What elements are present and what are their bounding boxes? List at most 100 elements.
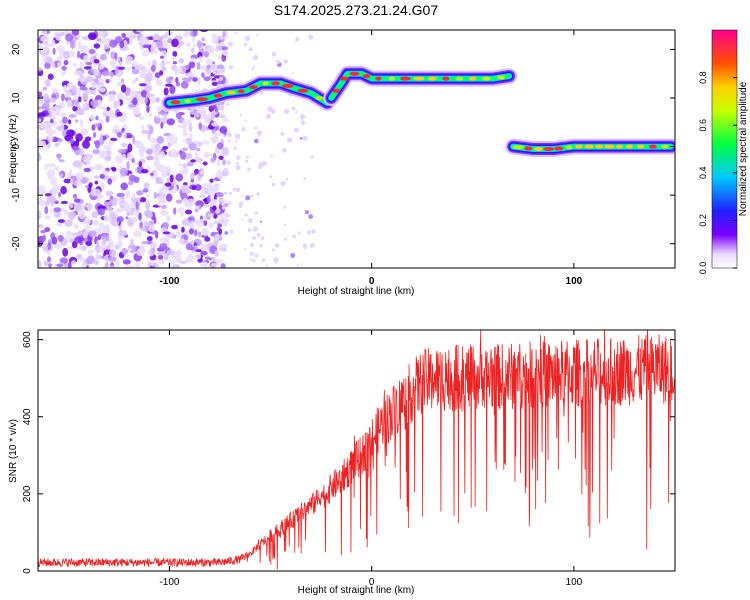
- noise-blob: [184, 30, 188, 36]
- noise-blob: [158, 254, 164, 260]
- noise-blob: [89, 55, 94, 65]
- noise-blob: [91, 210, 99, 219]
- noise-blob: [167, 263, 173, 268]
- spectrogram-y-axis-label: Frequency (Hz): [8, 115, 19, 184]
- noise-blob: [144, 96, 148, 105]
- noise-dot: [265, 264, 268, 267]
- noise-dot: [274, 262, 277, 265]
- noise-blob: [161, 39, 169, 49]
- noise-blob: [38, 199, 47, 206]
- noise-blob: [98, 78, 105, 84]
- noise-blob: [182, 167, 189, 176]
- noise-blob: [117, 239, 123, 248]
- noise-blob: [211, 81, 219, 86]
- noise-blob: [210, 263, 218, 267]
- noise-blob: [222, 159, 226, 166]
- noise-blob: [192, 77, 198, 82]
- noise-blob: [163, 87, 169, 96]
- noise-blob: [161, 204, 167, 210]
- snr-x-axis-label: Height of straight line (km): [298, 585, 415, 596]
- snr-y-axis-label: SNR (10 * v/v): [8, 419, 19, 483]
- noise-blob: [78, 96, 82, 103]
- noise-blob: [155, 143, 160, 151]
- noise-blob: [215, 259, 224, 264]
- noise-blob: [147, 131, 151, 141]
- noise-blob: [175, 249, 183, 257]
- noise-blob: [116, 92, 125, 101]
- noise-blob: [124, 95, 129, 100]
- noise-dot: [247, 167, 251, 172]
- noise-blob: [126, 161, 130, 170]
- noise-dot: [256, 34, 259, 37]
- ridge-peak: [565, 145, 573, 150]
- noise-blob: [132, 79, 136, 84]
- x-tick-label: -100: [159, 276, 179, 287]
- ridge-peak: [554, 146, 564, 151]
- noise-blob: [135, 190, 143, 196]
- noise-dot: [253, 65, 256, 68]
- noise-blob: [67, 211, 76, 220]
- spectrogram-x-axis-label: Height of straight line (km): [298, 286, 415, 297]
- noise-blob: [150, 64, 156, 72]
- ridge-peak: [534, 147, 543, 151]
- noise-blob: [43, 260, 49, 267]
- noise-blob: [216, 44, 223, 51]
- noise-dot: [273, 257, 279, 263]
- noise-blob: [111, 167, 117, 172]
- noise-blob: [218, 204, 222, 210]
- noise-blob: [222, 147, 229, 156]
- ridge-peak: [496, 75, 506, 80]
- noise-dot: [303, 245, 307, 250]
- noise-dot: [246, 155, 249, 159]
- noise-blob: [60, 186, 67, 195]
- noise-blob: [156, 136, 165, 144]
- noise-blob: [218, 244, 226, 252]
- noise-dot: [250, 194, 254, 198]
- noise-blob: [126, 66, 131, 72]
- noise-blob: [105, 79, 110, 84]
- noise-blob: [169, 259, 175, 265]
- noise-blob: [222, 118, 229, 122]
- noise-blob: [63, 209, 70, 216]
- noise-blob: [66, 82, 72, 89]
- noise-blob: [78, 210, 86, 220]
- ridge-peak: [442, 76, 450, 81]
- noise-blob: [217, 55, 222, 60]
- noise-blob: [60, 124, 65, 132]
- noise-dot: [287, 137, 293, 143]
- noise-blob: [184, 79, 192, 83]
- noise-blob: [109, 39, 118, 48]
- noise-blob: [80, 128, 89, 136]
- ridge-peak: [455, 76, 464, 81]
- noise-blob: [53, 166, 60, 171]
- colorbar: 0.0 0.2 0.4 0.6 0.8 Normalized spectral ampl…: [698, 29, 749, 274]
- noise-blob: [116, 111, 123, 117]
- noise-blob: [187, 217, 195, 221]
- noise-blob: [120, 182, 128, 191]
- noise-blob: [42, 234, 46, 242]
- noise-dot: [244, 119, 247, 122]
- noise-blob: [204, 153, 213, 157]
- noise-blob: [202, 261, 208, 268]
- noise-blob: [81, 262, 88, 268]
- ridge-peak: [271, 81, 280, 86]
- ridge-3: [505, 138, 675, 157]
- noise-blob: [199, 65, 207, 71]
- ridge-peak: [237, 89, 245, 94]
- snr-plot-area: [38, 330, 675, 570]
- noise-blob: [196, 76, 201, 86]
- noise-blob: [217, 80, 226, 85]
- noise-blob: [72, 145, 80, 151]
- noise-blob: [169, 174, 174, 183]
- noise-blob: [121, 142, 128, 148]
- noise-blob: [186, 254, 194, 263]
- noise-blob: [94, 180, 99, 185]
- noise-blob: [48, 133, 54, 142]
- ridge-peak: [281, 83, 294, 88]
- x-tick-label: 100: [566, 276, 583, 287]
- noise-blob: [133, 176, 140, 183]
- noise-dot: [247, 218, 253, 224]
- noise-blob: [154, 263, 159, 268]
